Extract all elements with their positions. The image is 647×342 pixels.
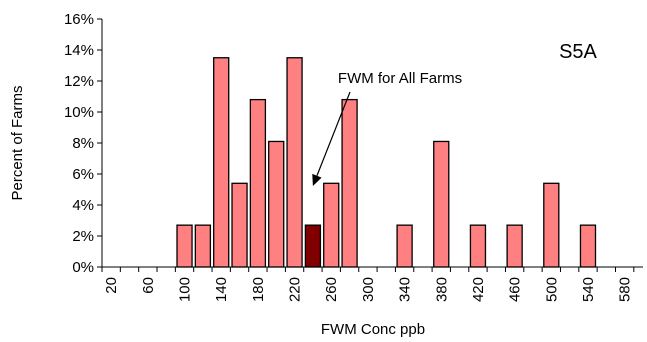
annotation-arrow bbox=[316, 91, 351, 176]
x-tick-label: 180 bbox=[250, 277, 267, 302]
bar bbox=[469, 224, 487, 268]
bar bbox=[323, 182, 340, 268]
y-tick-label: 12% bbox=[64, 73, 94, 90]
x-tick-label: 260 bbox=[323, 277, 340, 302]
bar bbox=[506, 224, 523, 268]
x-tick-label: 380 bbox=[433, 277, 450, 302]
x-tick-label: 60 bbox=[140, 277, 157, 294]
x-tick-label: 340 bbox=[397, 277, 414, 302]
y-axis-ticks: 0% 2% 4% 6% 8% 10% 12% 14% 16% bbox=[64, 11, 102, 276]
bar bbox=[286, 57, 303, 268]
x-tick-label: 20 bbox=[103, 277, 120, 294]
bar bbox=[396, 224, 413, 268]
bar bbox=[268, 140, 285, 268]
bar bbox=[579, 224, 597, 268]
bar bbox=[194, 224, 212, 268]
bar bbox=[213, 57, 230, 268]
annotation-arrowhead bbox=[312, 173, 322, 186]
bar bbox=[231, 182, 248, 268]
bar bbox=[341, 98, 358, 268]
y-axis-title: Percent of Farms bbox=[9, 85, 26, 200]
annotation-text: FWM for All Farms bbox=[338, 70, 462, 87]
bar bbox=[543, 182, 560, 268]
bar bbox=[249, 98, 267, 268]
y-tick-label: 6% bbox=[72, 166, 94, 183]
panel-label: S5A bbox=[559, 41, 597, 63]
x-tick-label: 460 bbox=[507, 277, 524, 302]
highlight-bar bbox=[304, 224, 322, 268]
x-axis-title: FWM Conc ppb bbox=[321, 321, 425, 338]
bar bbox=[176, 224, 193, 268]
x-tick-label: 220 bbox=[287, 277, 304, 302]
y-tick-label: 2% bbox=[72, 228, 94, 245]
x-tick-label: 420 bbox=[470, 277, 487, 302]
x-axis-ticks: 20 60 100 140 180 220 260 300 340 380 420 460 500 540… bbox=[101, 267, 635, 302]
y-tick-label: 8% bbox=[72, 135, 94, 152]
y-tick-label: 14% bbox=[64, 42, 94, 59]
bars bbox=[176, 57, 597, 268]
y-tick-label: 0% bbox=[72, 259, 94, 276]
y-tick-label: 4% bbox=[72, 197, 94, 214]
bar bbox=[433, 140, 450, 268]
y-tick-label: 10% bbox=[64, 104, 94, 121]
y-tick-label: 16% bbox=[64, 11, 94, 28]
x-tick-label: 140 bbox=[213, 277, 230, 302]
x-tick-label: 100 bbox=[177, 277, 194, 302]
x-tick-label: 540 bbox=[580, 277, 597, 302]
x-tick-label: 580 bbox=[617, 277, 634, 302]
x-tick-label: 300 bbox=[360, 277, 377, 302]
x-tick-label: 500 bbox=[543, 277, 560, 302]
